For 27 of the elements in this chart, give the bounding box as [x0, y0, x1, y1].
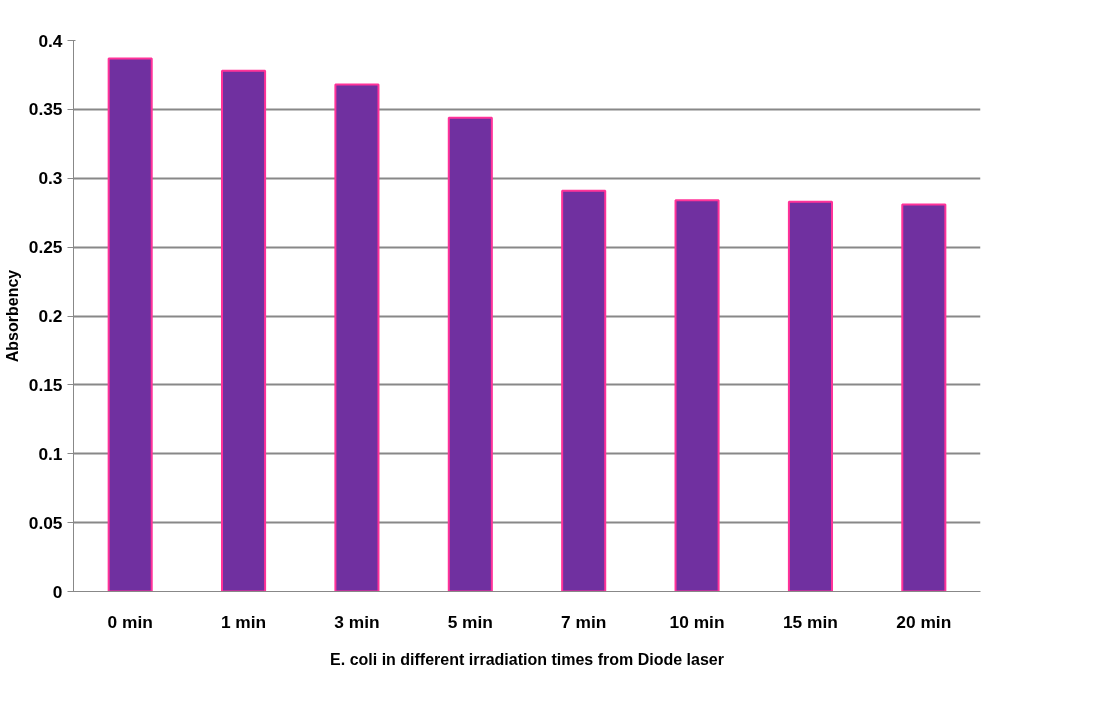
bar	[787, 200, 833, 592]
x-tick-label: 10 min	[669, 611, 725, 632]
bar	[674, 199, 720, 592]
y-tick-label: 0.15	[28, 374, 63, 395]
x-tick-label: 7 min	[561, 611, 607, 632]
x-tick-label: 0 min	[107, 611, 153, 632]
y-tick-label: 0.05	[28, 512, 63, 533]
y-axis-title: Absorbency	[3, 269, 21, 363]
x-tick-label: 1 min	[220, 611, 267, 632]
x-tick-label: 20 min	[896, 611, 952, 632]
x-axis-title: E. coli in different irradiation times from Diode laser	[330, 650, 724, 668]
bar	[561, 189, 607, 592]
bar	[221, 69, 267, 592]
y-tick-label: 0.4	[38, 30, 63, 51]
x-tick-label: 5 min	[447, 611, 493, 632]
y-tick-label: 0	[52, 581, 63, 602]
y-tick-label: 0.25	[28, 237, 63, 258]
bar	[107, 57, 153, 592]
y-tick-label: 0.35	[28, 99, 63, 120]
bar	[901, 203, 947, 592]
y-tick-label: 0.3	[38, 168, 63, 189]
x-tick-label: 15 min	[782, 611, 838, 632]
y-tick-label: 0.1	[38, 443, 63, 464]
y-tick-label: 0.2	[38, 306, 63, 326]
bar	[447, 116, 493, 592]
bar	[334, 83, 380, 592]
x-tick-label: 3 min	[334, 611, 380, 632]
